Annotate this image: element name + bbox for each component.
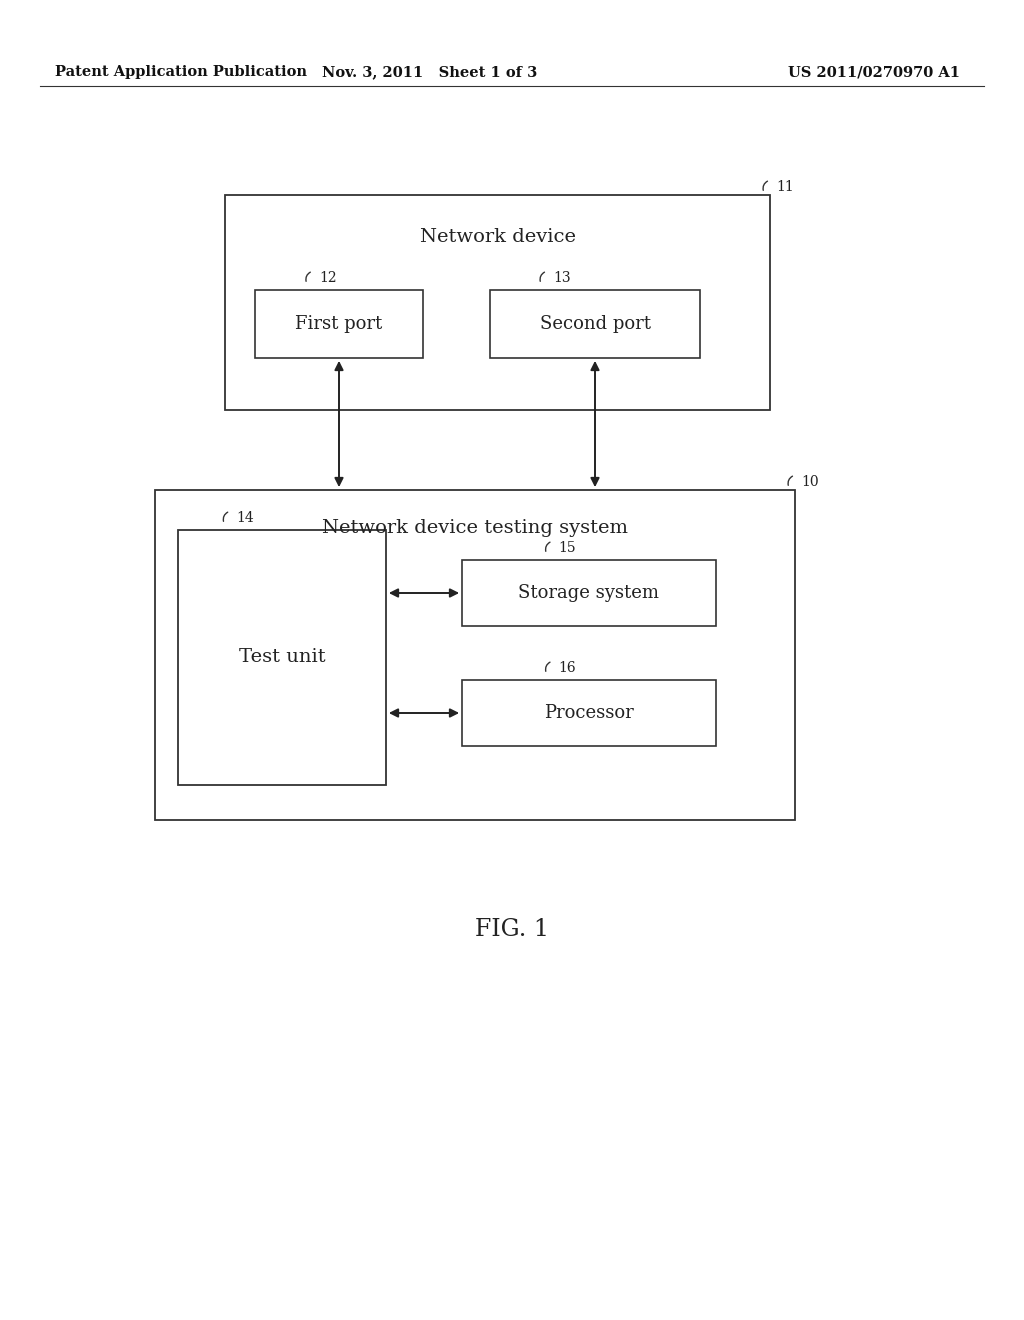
Text: Network device testing system: Network device testing system bbox=[322, 519, 628, 537]
Text: 11: 11 bbox=[776, 180, 794, 194]
Bar bbox=[255, 290, 423, 358]
Bar bbox=[155, 490, 795, 820]
Text: Nov. 3, 2011   Sheet 1 of 3: Nov. 3, 2011 Sheet 1 of 3 bbox=[323, 65, 538, 79]
Text: 15: 15 bbox=[558, 541, 577, 554]
Text: Network device: Network device bbox=[420, 228, 575, 246]
Text: 16: 16 bbox=[558, 661, 577, 675]
Bar bbox=[462, 560, 716, 626]
Bar bbox=[178, 531, 386, 785]
Text: Processor: Processor bbox=[544, 704, 634, 722]
Text: 10: 10 bbox=[801, 475, 818, 488]
Bar bbox=[225, 195, 770, 411]
Text: FIG. 1: FIG. 1 bbox=[475, 919, 549, 941]
Text: 14: 14 bbox=[237, 511, 254, 525]
Bar bbox=[462, 680, 716, 746]
Text: Test unit: Test unit bbox=[239, 648, 326, 667]
Text: 12: 12 bbox=[318, 271, 337, 285]
Text: US 2011/0270970 A1: US 2011/0270970 A1 bbox=[788, 65, 961, 79]
Text: Patent Application Publication: Patent Application Publication bbox=[55, 65, 307, 79]
Text: First port: First port bbox=[295, 315, 383, 333]
Text: Storage system: Storage system bbox=[518, 583, 659, 602]
Bar bbox=[490, 290, 700, 358]
Text: Second port: Second port bbox=[540, 315, 650, 333]
Text: 13: 13 bbox=[553, 271, 570, 285]
